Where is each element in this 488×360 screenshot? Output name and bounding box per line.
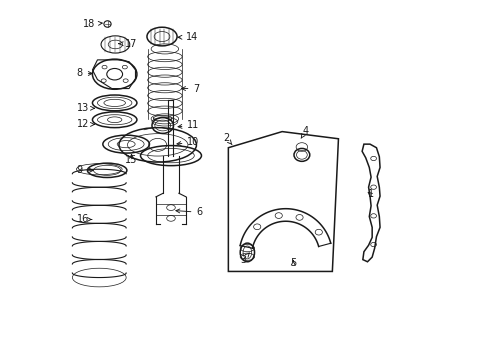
Text: 10: 10 [177, 138, 199, 147]
Text: 12: 12 [77, 120, 95, 129]
Text: 18: 18 [83, 19, 102, 29]
Text: 9: 9 [77, 165, 93, 175]
Text: 13: 13 [77, 103, 95, 113]
Text: 2: 2 [223, 133, 231, 145]
Text: 5: 5 [289, 258, 296, 268]
Text: 16: 16 [77, 215, 92, 224]
Text: 4: 4 [301, 126, 308, 138]
Text: 1: 1 [366, 189, 373, 199]
Text: 6: 6 [176, 207, 202, 217]
Text: 3: 3 [240, 253, 249, 265]
Text: 17: 17 [119, 39, 137, 49]
Text: 7: 7 [181, 84, 199, 94]
Text: 15: 15 [125, 154, 138, 165]
Text: 14: 14 [178, 32, 198, 42]
Text: 11: 11 [178, 121, 199, 130]
Text: 8: 8 [77, 68, 92, 78]
